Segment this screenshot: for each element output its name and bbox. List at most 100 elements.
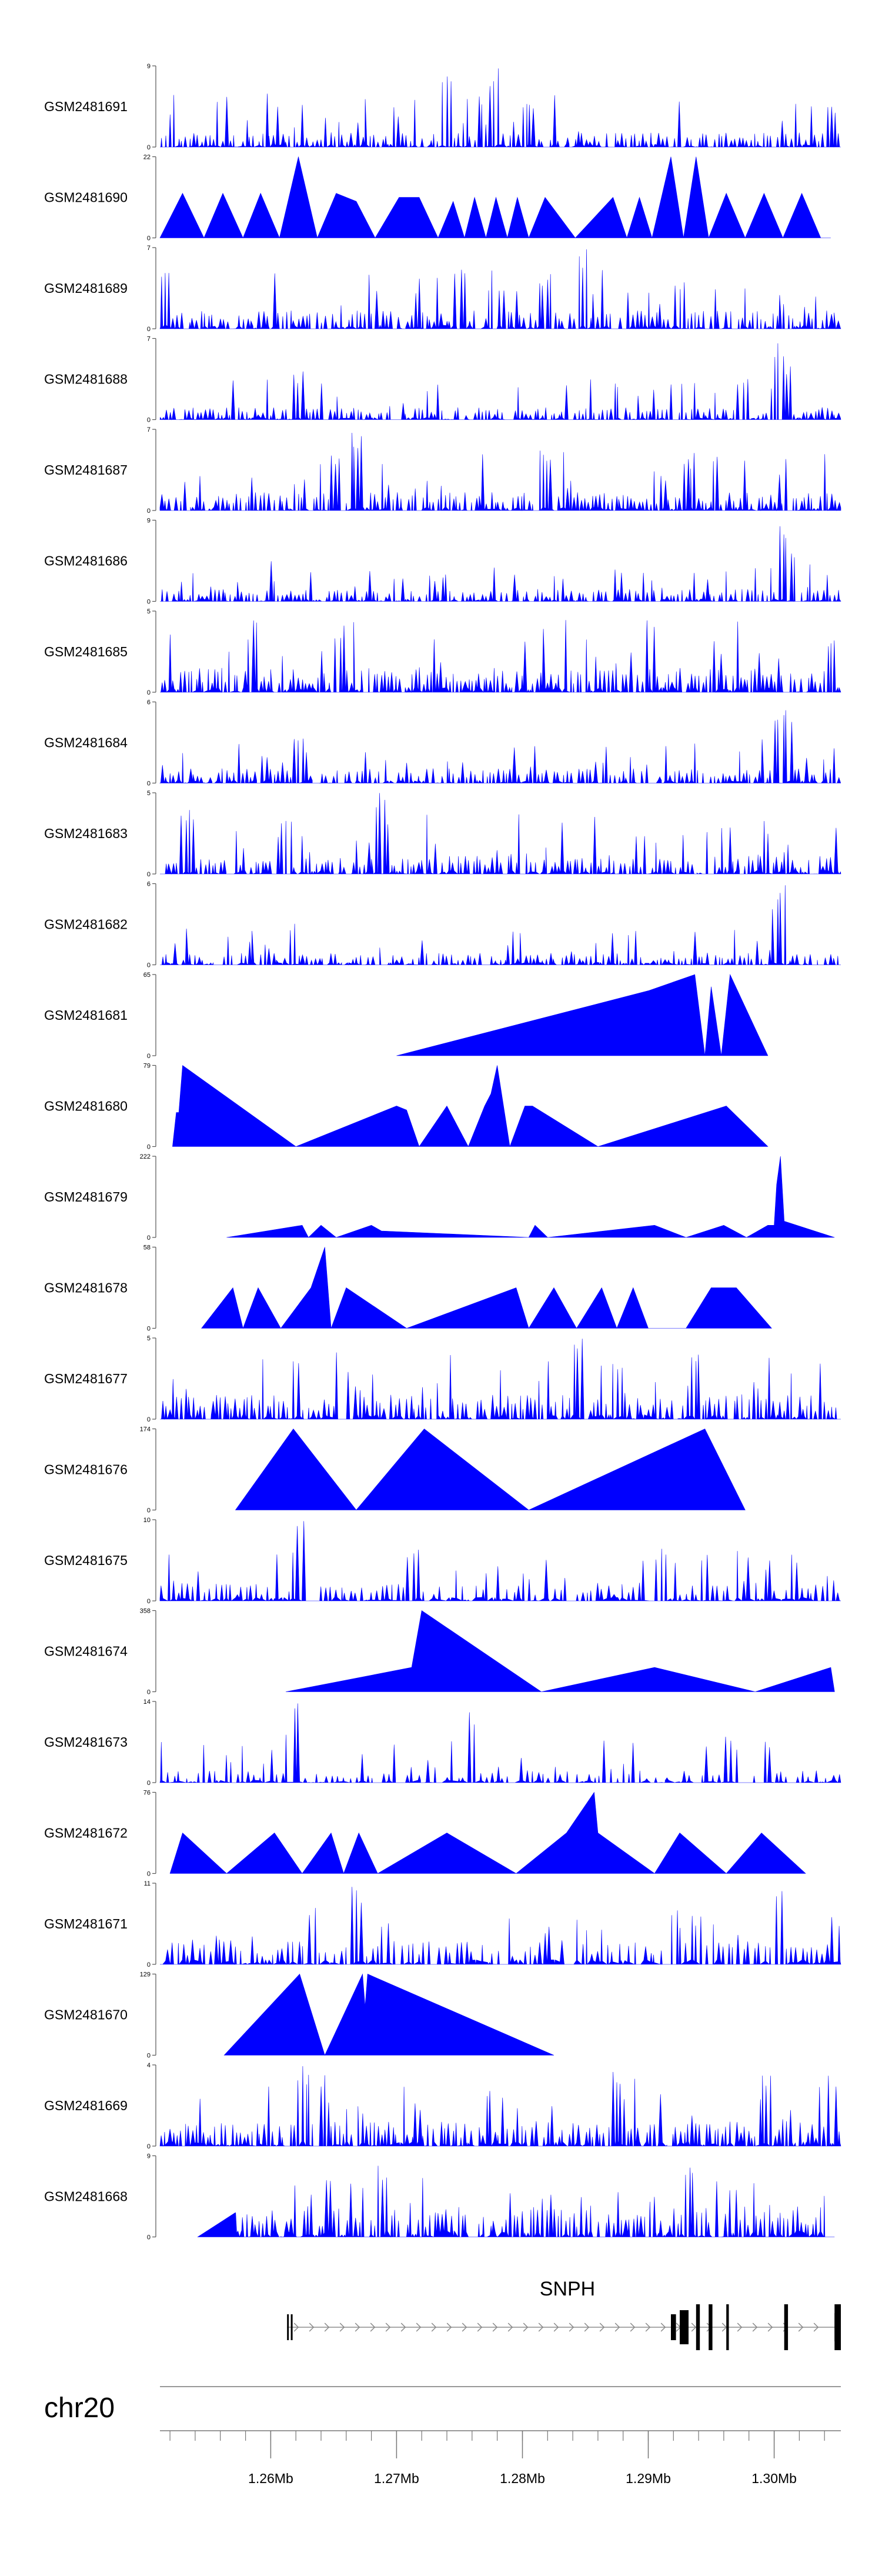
coverage-area <box>159 2066 841 2147</box>
track-GSM2481689: GSM2481689 7 0 <box>44 245 841 333</box>
strand-arrow <box>614 2323 620 2332</box>
exon-block <box>680 2310 689 2344</box>
x-tick-label: 1.28Mb <box>500 2471 545 2486</box>
track-GSM2481681: GSM2481681 65 0 <box>44 972 769 1060</box>
strand-arrow <box>813 2323 819 2332</box>
y-tick-max-label: 6 <box>147 699 151 706</box>
coverage-area <box>159 710 841 784</box>
track-GSM2481668: GSM2481668 9 0 <box>44 2153 835 2241</box>
track-label: GSM2481672 <box>44 1826 128 1841</box>
coverage-area <box>160 793 841 875</box>
y-tick-zero-label: 0 <box>147 144 151 151</box>
strand-arrow <box>523 2323 529 2332</box>
track-label: GSM2481674 <box>44 1644 128 1659</box>
track-GSM2481680: GSM2481680 79 0 <box>44 1063 769 1151</box>
strand-arrow <box>309 2323 315 2332</box>
track-label: GSM2481686 <box>44 553 128 569</box>
strand-arrow <box>569 2323 574 2332</box>
track-GSM2481682: GSM2481682 6 0 <box>44 881 841 969</box>
y-tick-max-label: 7 <box>147 426 151 433</box>
exon-block <box>287 2314 289 2340</box>
strand-arrow <box>798 2323 804 2332</box>
track-GSM2481685: GSM2481685 5 0 <box>44 608 841 696</box>
strand-arrow <box>660 2323 666 2332</box>
y-tick-max-label: 358 <box>140 1608 151 1615</box>
track-label: GSM2481669 <box>44 2098 128 2113</box>
y-tick-zero-label: 0 <box>147 599 151 606</box>
coverage-area <box>396 973 769 1056</box>
chromosome-label: chr20 <box>44 2393 115 2424</box>
x-tick-label: 1.26Mb <box>248 2471 293 2486</box>
coverage-area <box>285 1610 835 1692</box>
gene-symbol-label: SNPH <box>540 2278 595 2300</box>
coverage-area <box>172 1065 769 1147</box>
track-label: GSM2481668 <box>44 2189 128 2204</box>
track-label: GSM2481679 <box>44 1189 128 1204</box>
y-tick-zero-label: 0 <box>147 1144 151 1151</box>
strand-arrow <box>477 2323 483 2332</box>
strand-arrow <box>355 2323 360 2332</box>
coverage-area <box>197 2165 835 2238</box>
strand-arrow <box>553 2323 559 2332</box>
track-GSM2481691: GSM2481691 9 0 <box>44 63 841 151</box>
strand-arrow <box>385 2323 391 2332</box>
track-GSM2481684: GSM2481684 6 0 <box>44 699 841 788</box>
y-tick-max-label: 222 <box>140 1153 151 1160</box>
exon-block <box>671 2314 676 2340</box>
track-GSM2481687: GSM2481687 7 0 <box>44 426 841 515</box>
y-tick-zero-label: 0 <box>147 417 151 424</box>
track-label: GSM2481689 <box>44 281 128 296</box>
coverage-area <box>226 1156 835 1238</box>
strand-arrow <box>416 2323 422 2332</box>
x-tick-label: 1.27Mb <box>374 2471 419 2486</box>
strand-arrow <box>293 2323 299 2332</box>
track-label: GSM2481673 <box>44 1734 128 1750</box>
strand-arrow <box>431 2323 437 2332</box>
y-tick-zero-label: 0 <box>147 508 151 515</box>
strand-arrow <box>752 2323 758 2332</box>
coverage-area <box>223 1973 554 2056</box>
x-tick-label: 1.29Mb <box>626 2471 671 2486</box>
y-tick-zero-label: 0 <box>147 2143 151 2150</box>
track-GSM2481676: GSM2481676 174 0 <box>44 1426 746 1514</box>
y-tick-zero-label: 0 <box>147 1961 151 1968</box>
y-tick-max-label: 9 <box>147 63 151 70</box>
track-label: GSM2481682 <box>44 917 128 932</box>
track-label: GSM2481680 <box>44 1099 128 1114</box>
track-label: GSM2481688 <box>44 372 128 387</box>
track-GSM2481671: GSM2481671 11 0 <box>44 1880 841 1968</box>
y-tick-max-label: 22 <box>143 154 151 161</box>
y-tick-max-label: 5 <box>147 1335 151 1342</box>
y-tick-max-label: 14 <box>143 1699 151 1706</box>
coverage-area <box>160 68 841 148</box>
y-tick-zero-label: 0 <box>147 1780 151 1787</box>
track-GSM2481678: GSM2481678 58 0 <box>44 1244 772 1333</box>
y-tick-max-label: 129 <box>140 1971 151 1978</box>
track-label: GSM2481671 <box>44 1916 128 1931</box>
y-tick-zero-label: 0 <box>147 1416 151 1423</box>
strand-arrow <box>584 2323 590 2332</box>
coverage-area <box>160 885 841 966</box>
track-GSM2481672: GSM2481672 76 0 <box>44 1790 806 1878</box>
x-tick-label: 1.30Mb <box>751 2471 797 2486</box>
strand-arrow <box>446 2323 452 2332</box>
track-label: GSM2481675 <box>44 1553 128 1568</box>
strand-arrow <box>767 2323 773 2332</box>
y-tick-zero-label: 0 <box>147 1053 151 1060</box>
coverage-area <box>160 526 841 602</box>
y-tick-max-label: 7 <box>147 336 151 343</box>
strand-arrow <box>339 2323 345 2332</box>
track-label: GSM2481677 <box>44 1371 128 1386</box>
y-tick-zero-label: 0 <box>147 962 151 969</box>
coverage-area <box>160 1887 841 1966</box>
coverage-area <box>160 620 841 693</box>
coverage-tracks: GSM248169190GSM2481690220GSM248168970GSM… <box>44 63 841 2241</box>
y-tick-zero-label: 0 <box>147 1234 151 1242</box>
exon-block <box>696 2304 700 2350</box>
y-tick-zero-label: 0 <box>147 2234 151 2241</box>
y-tick-max-label: 5 <box>147 608 151 615</box>
y-tick-zero-label: 0 <box>147 1326 151 1333</box>
track-label: GSM2481678 <box>44 1280 128 1296</box>
coverage-area <box>159 432 841 512</box>
